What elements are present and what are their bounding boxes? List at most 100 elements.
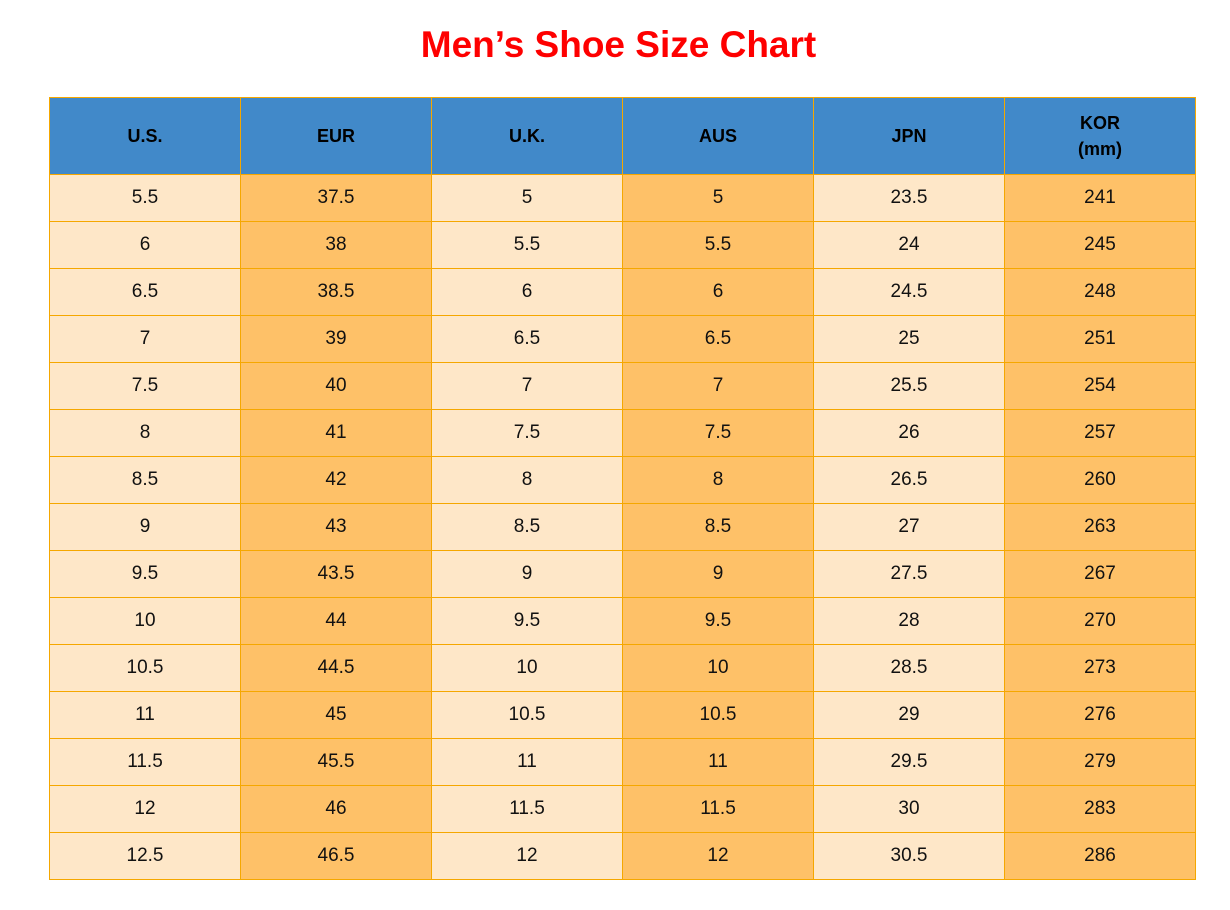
cell-kor: 267 bbox=[1004, 550, 1196, 598]
header-label: KOR bbox=[1080, 113, 1120, 133]
table-row: 7.5 40 7 7 25.5 254 bbox=[49, 362, 1196, 410]
cell-kor: 248 bbox=[1004, 268, 1196, 316]
cell-uk: 9.5 bbox=[431, 597, 623, 645]
cell-kor: 260 bbox=[1004, 456, 1196, 504]
cell-kor: 283 bbox=[1004, 785, 1196, 833]
page-title: Men’s Shoe Size Chart bbox=[420, 24, 817, 65]
cell-uk: 10.5 bbox=[431, 691, 623, 739]
cell-uk: 7 bbox=[431, 362, 623, 410]
cell-aus: 8.5 bbox=[622, 503, 814, 551]
cell-jpn: 28 bbox=[813, 597, 1005, 645]
cell-aus: 5 bbox=[622, 174, 814, 222]
cell-eur: 46.5 bbox=[240, 832, 432, 880]
cell-us: 10.5 bbox=[49, 644, 241, 692]
cell-jpn: 30 bbox=[813, 785, 1005, 833]
cell-kor: 279 bbox=[1004, 738, 1196, 786]
header-label: U.K. bbox=[509, 126, 545, 146]
cell-aus: 6 bbox=[622, 268, 814, 316]
cell-kor: 245 bbox=[1004, 221, 1196, 269]
header-jpn: JPN bbox=[813, 97, 1005, 175]
table-row: 8.5 42 8 8 26.5 260 bbox=[49, 456, 1196, 504]
cell-jpn: 23.5 bbox=[813, 174, 1005, 222]
cell-kor: 263 bbox=[1004, 503, 1196, 551]
cell-aus: 9.5 bbox=[622, 597, 814, 645]
cell-aus: 11 bbox=[622, 738, 814, 786]
cell-kor: 276 bbox=[1004, 691, 1196, 739]
cell-aus: 6.5 bbox=[622, 315, 814, 363]
cell-us: 6 bbox=[49, 221, 241, 269]
cell-eur: 46 bbox=[240, 785, 432, 833]
table-row: 8 41 7.5 7.5 26 257 bbox=[49, 409, 1196, 457]
cell-eur: 40 bbox=[240, 362, 432, 410]
table-row: 7 39 6.5 6.5 25 251 bbox=[49, 315, 1196, 363]
table-row: 6 38 5.5 5.5 24 245 bbox=[49, 221, 1196, 269]
header-label: (mm) bbox=[1078, 139, 1122, 159]
cell-kor: 286 bbox=[1004, 832, 1196, 880]
cell-jpn: 27 bbox=[813, 503, 1005, 551]
table-row: 9 43 8.5 8.5 27 263 bbox=[49, 503, 1196, 551]
cell-uk: 10 bbox=[431, 644, 623, 692]
cell-jpn: 30.5 bbox=[813, 832, 1005, 880]
cell-eur: 38.5 bbox=[240, 268, 432, 316]
cell-us: 7 bbox=[49, 315, 241, 363]
header-us: U.S. bbox=[49, 97, 241, 175]
cell-aus: 11.5 bbox=[622, 785, 814, 833]
cell-jpn: 29 bbox=[813, 691, 1005, 739]
header-uk: U.K. bbox=[431, 97, 623, 175]
table-row: 5.5 37.5 5 5 23.5 241 bbox=[49, 174, 1196, 222]
cell-eur: 41 bbox=[240, 409, 432, 457]
cell-jpn: 26 bbox=[813, 409, 1005, 457]
cell-eur: 45.5 bbox=[240, 738, 432, 786]
cell-us: 12.5 bbox=[49, 832, 241, 880]
cell-jpn: 24 bbox=[813, 221, 1005, 269]
cell-uk: 6.5 bbox=[431, 315, 623, 363]
table-row: 10.5 44.5 10 10 28.5 273 bbox=[49, 644, 1196, 692]
cell-us: 9 bbox=[49, 503, 241, 551]
cell-aus: 7 bbox=[622, 362, 814, 410]
table-row: 11.5 45.5 11 11 29.5 279 bbox=[49, 738, 1196, 786]
cell-kor: 251 bbox=[1004, 315, 1196, 363]
cell-kor: 241 bbox=[1004, 174, 1196, 222]
cell-us: 10 bbox=[49, 597, 241, 645]
table-row: 6.5 38.5 6 6 24.5 248 bbox=[49, 268, 1196, 316]
cell-kor: 273 bbox=[1004, 644, 1196, 692]
cell-uk: 9 bbox=[431, 550, 623, 598]
table-row: 12 46 11.5 11.5 30 283 bbox=[49, 785, 1196, 833]
cell-uk: 8.5 bbox=[431, 503, 623, 551]
cell-us: 11.5 bbox=[49, 738, 241, 786]
cell-eur: 44.5 bbox=[240, 644, 432, 692]
cell-uk: 12 bbox=[431, 832, 623, 880]
cell-aus: 12 bbox=[622, 832, 814, 880]
cell-eur: 39 bbox=[240, 315, 432, 363]
header-kor: KOR (mm) bbox=[1004, 97, 1196, 175]
cell-uk: 5.5 bbox=[431, 221, 623, 269]
cell-us: 5.5 bbox=[49, 174, 241, 222]
cell-jpn: 27.5 bbox=[813, 550, 1005, 598]
cell-eur: 43.5 bbox=[240, 550, 432, 598]
cell-aus: 9 bbox=[622, 550, 814, 598]
cell-eur: 44 bbox=[240, 597, 432, 645]
header-aus: AUS bbox=[622, 97, 814, 175]
cell-us: 6.5 bbox=[49, 268, 241, 316]
cell-eur: 42 bbox=[240, 456, 432, 504]
header-label: U.S. bbox=[127, 126, 163, 146]
table-row: 9.5 43.5 9 9 27.5 267 bbox=[49, 550, 1196, 598]
header-row: U.S. EUR U.K. AUS JPN KOR (mm) bbox=[49, 97, 1196, 175]
cell-jpn: 25.5 bbox=[813, 362, 1005, 410]
cell-kor: 254 bbox=[1004, 362, 1196, 410]
header-label: AUS bbox=[698, 126, 737, 146]
cell-uk: 5 bbox=[431, 174, 623, 222]
cell-eur: 43 bbox=[240, 503, 432, 551]
cell-jpn: 25 bbox=[813, 315, 1005, 363]
cell-jpn: 29.5 bbox=[813, 738, 1005, 786]
cell-eur: 45 bbox=[240, 691, 432, 739]
cell-aus: 7.5 bbox=[622, 409, 814, 457]
cell-jpn: 26.5 bbox=[813, 456, 1005, 504]
cell-aus: 10 bbox=[622, 644, 814, 692]
cell-aus: 10.5 bbox=[622, 691, 814, 739]
cell-us: 11 bbox=[49, 691, 241, 739]
table-row: 10 44 9.5 9.5 28 270 bbox=[49, 597, 1196, 645]
size-chart-table: U.S. EUR U.K. AUS JPN KOR (mm) 5.5 37.5 5 5 23.5 24… bbox=[49, 97, 1196, 880]
header-eur: EUR bbox=[240, 97, 432, 175]
cell-eur: 37.5 bbox=[240, 174, 432, 222]
